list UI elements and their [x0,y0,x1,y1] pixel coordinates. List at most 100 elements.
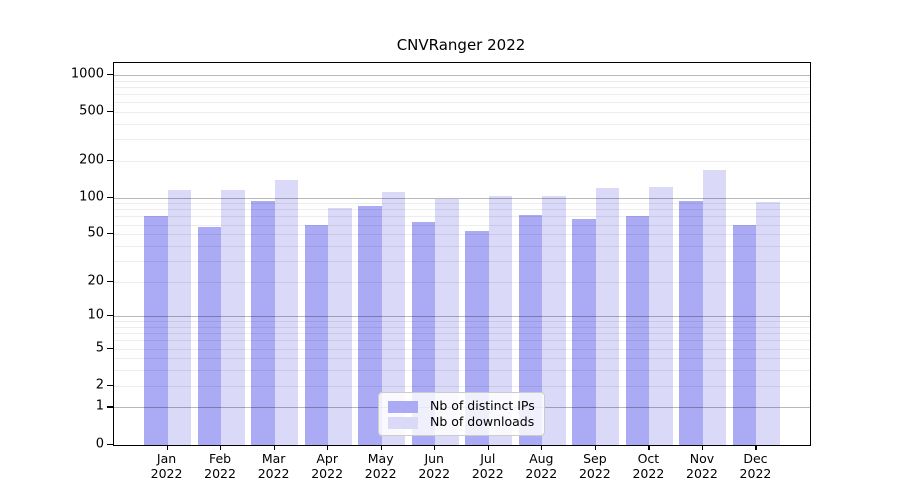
y-tick-mark [107,280,113,282]
minor-gridline [114,203,810,205]
y-tick-label: 10 [87,307,104,323]
bar-nb-of-downloads-mar-2022 [274,180,299,445]
minor-gridline [114,281,810,283]
bar-nb-of-downloads-nov-2022 [702,170,727,445]
minor-gridline [114,245,810,247]
bar-nb-of-downloads-apr-2022 [328,208,352,445]
minor-gridline [114,160,810,162]
y-tick-label: 100 [79,189,104,205]
y-tick-mark [107,196,113,198]
y-tick-label: 0 [95,436,104,451]
minor-gridline [114,86,810,88]
bar-nb-of-distinct-ips-sep-2022 [572,218,596,445]
minor-gridline [114,111,810,113]
y-tick-mark [107,73,113,76]
y-tick-label: 1 [95,398,104,414]
x-tick-label-dec-2022: Dec 2022 [739,451,772,481]
bar-nb-of-downloads-dec-2022 [756,202,780,445]
x-tick-mark [541,444,543,450]
bar-nb-of-downloads-sep-2022 [595,188,620,445]
x-tick-mark [755,444,757,450]
bar-nb-of-distinct-ips-may-2022 [358,205,382,445]
legend-label-downloads: Nb of downloads [430,414,535,430]
x-tick-label-nov-2022: Nov 2022 [686,451,718,481]
bar-nb-of-downloads-jun-2022 [435,199,459,445]
x-tick-mark [701,444,704,450]
bar-nb-of-downloads-jan-2022 [167,190,192,445]
x-tick-mark [327,444,329,450]
grid-layer [114,63,810,445]
y-tick-mark [107,159,113,161]
legend-item-downloads: Nb of downloads [388,415,535,430]
x-tick-label-jan-2022: Jan 2022 [150,451,183,481]
x-tick-mark [166,444,168,450]
y-tick-label: 1000 [70,66,104,82]
minor-gridline [114,333,810,335]
legend: Nb of distinct IPs Nb of downloads [378,392,545,436]
minor-gridline [114,370,810,372]
y-tick-label: 50 [87,225,104,241]
minor-gridline [114,358,810,360]
y-tick-mark [107,443,113,445]
minor-gridline [114,224,810,226]
minor-gridline [114,139,810,141]
x-tick-label-jun-2022: Jun 2022 [418,451,451,481]
x-tick-mark [648,444,650,450]
y-tick-label: 5 [95,340,104,356]
minor-gridline [114,80,810,82]
bar-nb-of-distinct-ips-feb-2022 [197,227,222,445]
y-tick-mark [107,406,113,408]
major-gridline [114,197,810,199]
minor-gridline [114,321,810,323]
y-tick-label: 500 [79,103,104,119]
bar-nb-of-distinct-ips-mar-2022 [251,200,275,445]
bar-nb-of-distinct-ips-jan-2022 [144,216,168,445]
bars-layer [114,63,810,445]
bar-nb-of-distinct-ips-aug-2022 [518,215,543,445]
bar-nb-of-downloads-feb-2022 [221,190,245,445]
minor-gridline [114,216,810,218]
bar-nb-of-downloads-jul-2022 [488,196,513,445]
bar-nb-of-downloads-may-2022 [381,191,406,445]
minor-gridline [114,260,810,262]
y-tick-label: 20 [87,273,104,289]
x-tick-label-feb-2022: Feb 2022 [204,451,236,481]
y-tick-mark [107,110,113,113]
minor-gridline [114,234,810,236]
major-gridline [114,316,810,318]
x-tick-mark [434,444,436,450]
x-tick-label-aug-2022: Aug 2022 [525,451,558,481]
major-gridline [114,74,810,76]
minor-gridline [114,209,810,211]
bar-nb-of-distinct-ips-oct-2022 [625,216,650,445]
minor-gridline [114,102,810,104]
x-tick-mark [273,444,275,450]
minor-gridline [114,348,810,350]
y-tick-label: 2 [95,377,104,393]
bar-nb-of-distinct-ips-apr-2022 [304,225,329,445]
legend-label-distinct-ips: Nb of distinct IPs [430,398,535,414]
x-tick-label-oct-2022: Oct 2022 [632,451,665,481]
x-tick-label-jul-2022: Jul 2022 [471,451,504,481]
x-tick-label-mar-2022: Mar 2022 [257,451,290,481]
x-tick-mark [380,444,382,450]
minor-gridline [114,326,810,328]
x-tick-mark [487,444,489,450]
x-tick-label-sep-2022: Sep 2022 [578,451,611,481]
minor-gridline [114,123,810,125]
plot-area [113,62,811,446]
downloads-swatch [388,416,418,429]
bar-nb-of-distinct-ips-nov-2022 [679,200,703,445]
chart-title: CNVRanger 2022 [396,36,526,54]
bar-nb-of-distinct-ips-jul-2022 [465,231,489,445]
minor-gridline [114,385,810,387]
x-tick-mark [594,444,597,450]
bar-nb-of-distinct-ips-jun-2022 [411,222,436,445]
bar-nb-of-distinct-ips-dec-2022 [732,224,757,445]
bar-nb-of-downloads-aug-2022 [542,196,566,445]
minor-gridline [114,340,810,342]
x-tick-mark [220,444,222,450]
y-tick-mark [107,315,113,317]
y-tick-mark [107,347,113,349]
